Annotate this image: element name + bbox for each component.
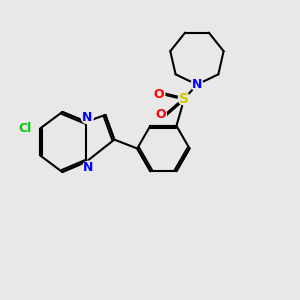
Circle shape bbox=[153, 88, 165, 100]
Text: N: N bbox=[83, 161, 94, 174]
Circle shape bbox=[19, 123, 31, 134]
Circle shape bbox=[191, 79, 203, 91]
Circle shape bbox=[82, 161, 94, 173]
Text: O: O bbox=[154, 88, 164, 100]
Circle shape bbox=[178, 93, 190, 105]
Text: S: S bbox=[179, 92, 189, 106]
Circle shape bbox=[154, 108, 166, 120]
Circle shape bbox=[81, 112, 93, 124]
Text: N: N bbox=[82, 111, 92, 124]
Text: N: N bbox=[192, 78, 202, 91]
Text: O: O bbox=[155, 108, 166, 121]
Text: Cl: Cl bbox=[18, 122, 31, 135]
